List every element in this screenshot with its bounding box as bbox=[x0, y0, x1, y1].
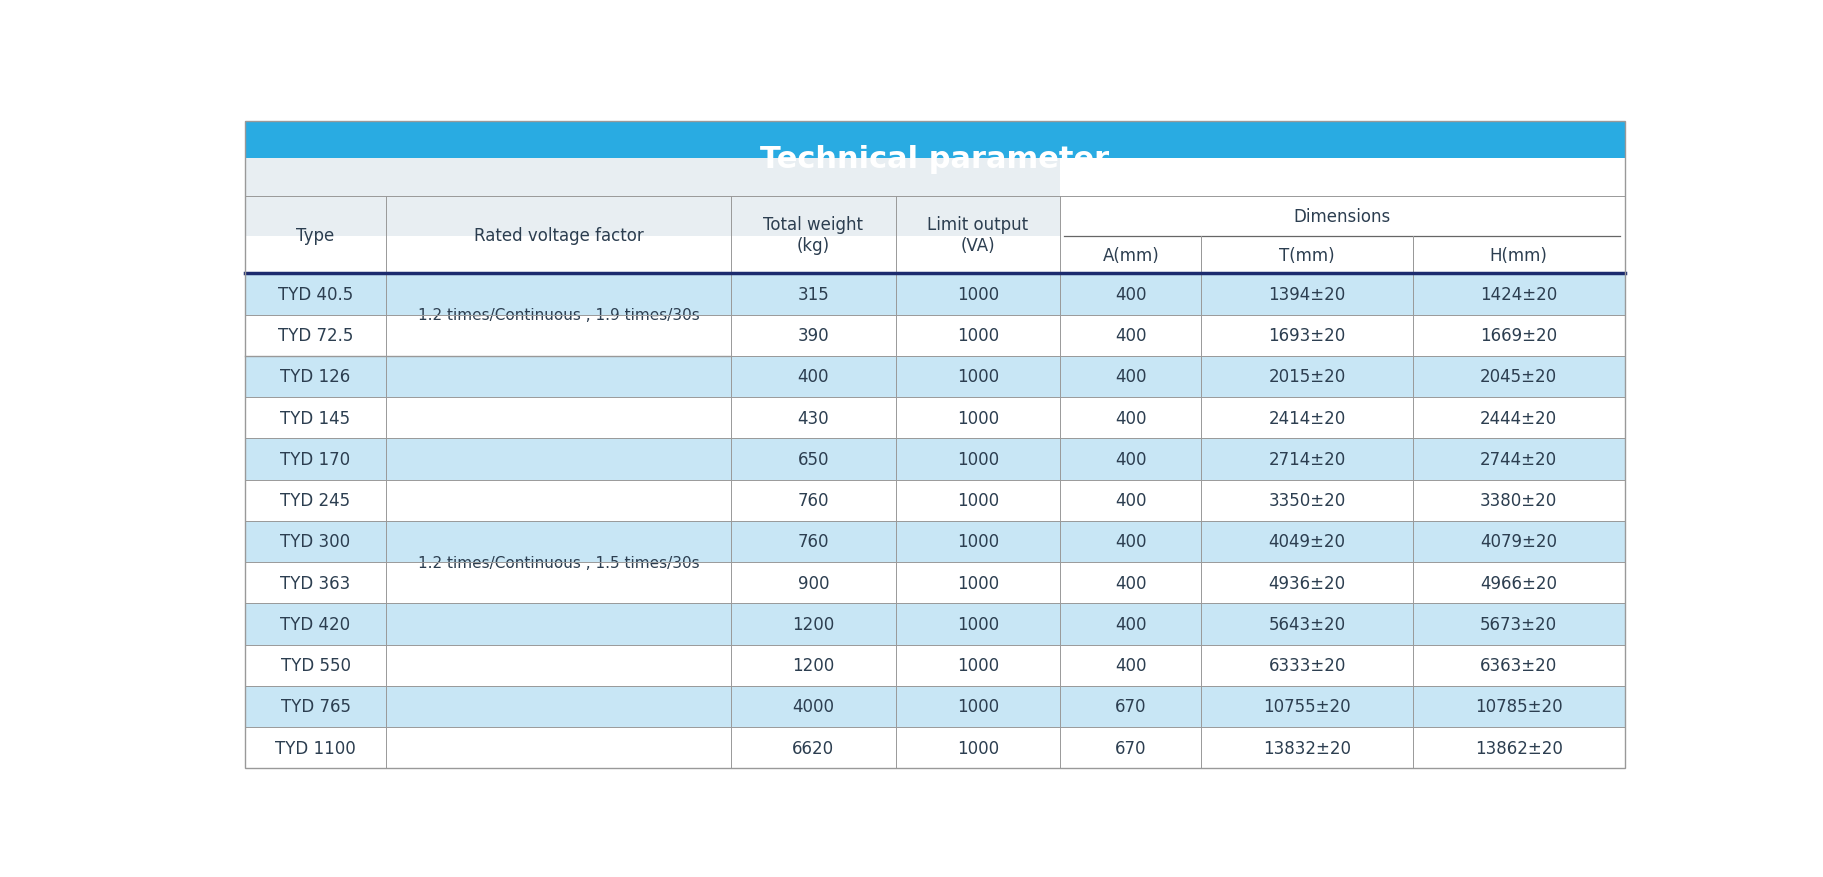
Text: TYD 126: TYD 126 bbox=[281, 368, 350, 386]
Text: 6363±20: 6363±20 bbox=[1480, 656, 1557, 674]
Text: 1000: 1000 bbox=[957, 615, 999, 633]
Text: 13832±20: 13832±20 bbox=[1263, 738, 1351, 757]
Text: T(mm): T(mm) bbox=[1278, 246, 1334, 265]
Bar bbox=[244, 122, 1624, 196]
Text: 1669±20: 1669±20 bbox=[1480, 327, 1557, 345]
Bar bbox=[244, 160, 1059, 237]
Text: 4000: 4000 bbox=[791, 697, 833, 716]
Bar bbox=[244, 274, 1624, 315]
Bar bbox=[244, 480, 1624, 521]
Bar bbox=[244, 397, 1624, 438]
Text: 1000: 1000 bbox=[957, 410, 999, 427]
Text: 400: 400 bbox=[1114, 533, 1147, 551]
Text: 2045±20: 2045±20 bbox=[1480, 368, 1557, 386]
Text: TYD 170: TYD 170 bbox=[281, 451, 350, 468]
Text: 1000: 1000 bbox=[957, 451, 999, 468]
Text: 1424±20: 1424±20 bbox=[1480, 286, 1557, 303]
Text: Dimensions: Dimensions bbox=[1293, 208, 1391, 225]
Bar bbox=[244, 521, 1624, 562]
Text: 650: 650 bbox=[797, 451, 829, 468]
Text: TYD 245: TYD 245 bbox=[281, 492, 350, 510]
Text: 6333±20: 6333±20 bbox=[1267, 656, 1345, 674]
Text: 4079±20: 4079±20 bbox=[1480, 533, 1557, 551]
Text: TYD 363: TYD 363 bbox=[281, 574, 350, 592]
Text: 10755±20: 10755±20 bbox=[1263, 697, 1351, 716]
Text: 1000: 1000 bbox=[957, 327, 999, 345]
Text: 3350±20: 3350±20 bbox=[1267, 492, 1345, 510]
Text: 400: 400 bbox=[797, 368, 829, 386]
Text: 1000: 1000 bbox=[957, 286, 999, 303]
Text: 1000: 1000 bbox=[957, 738, 999, 757]
Bar bbox=[244, 356, 1624, 397]
Text: Type: Type bbox=[295, 226, 334, 244]
Text: 670: 670 bbox=[1114, 697, 1147, 716]
Text: 3380±20: 3380±20 bbox=[1480, 492, 1557, 510]
Bar bbox=[244, 438, 1624, 480]
Text: 2744±20: 2744±20 bbox=[1480, 451, 1557, 468]
Text: 760: 760 bbox=[797, 492, 829, 510]
Text: 315: 315 bbox=[797, 286, 829, 303]
Text: 400: 400 bbox=[1114, 286, 1147, 303]
Text: 400: 400 bbox=[1114, 368, 1147, 386]
Text: Limit output
(VA): Limit output (VA) bbox=[926, 216, 1028, 254]
Text: 10785±20: 10785±20 bbox=[1475, 697, 1562, 716]
Bar bbox=[1059, 160, 1624, 237]
Text: 760: 760 bbox=[797, 533, 829, 551]
Text: 1200: 1200 bbox=[791, 656, 833, 674]
Text: 1.2 times/Continuous , 1.9 times/30s: 1.2 times/Continuous , 1.9 times/30s bbox=[417, 308, 698, 323]
Text: TYD 1100: TYD 1100 bbox=[275, 738, 355, 757]
Text: 400: 400 bbox=[1114, 574, 1147, 592]
Text: 1000: 1000 bbox=[957, 574, 999, 592]
Text: TYD 72.5: TYD 72.5 bbox=[277, 327, 354, 345]
Text: 4936±20: 4936±20 bbox=[1269, 574, 1345, 592]
Text: 1200: 1200 bbox=[791, 615, 833, 633]
Text: TYD 550: TYD 550 bbox=[281, 656, 350, 674]
Text: 2015±20: 2015±20 bbox=[1267, 368, 1345, 386]
Text: Total weight
(kg): Total weight (kg) bbox=[762, 216, 862, 254]
Text: TYD 420: TYD 420 bbox=[281, 615, 350, 633]
Text: 400: 400 bbox=[1114, 615, 1147, 633]
Bar bbox=[244, 686, 1624, 727]
Text: 2414±20: 2414±20 bbox=[1267, 410, 1345, 427]
Text: 1000: 1000 bbox=[957, 492, 999, 510]
Bar bbox=[244, 727, 1624, 768]
Bar bbox=[244, 562, 1624, 603]
Bar bbox=[244, 603, 1624, 645]
Text: 4966±20: 4966±20 bbox=[1480, 574, 1557, 592]
Text: 430: 430 bbox=[797, 410, 829, 427]
Text: 670: 670 bbox=[1114, 738, 1147, 757]
Text: 400: 400 bbox=[1114, 451, 1147, 468]
Text: A(mm): A(mm) bbox=[1101, 246, 1158, 265]
Text: 400: 400 bbox=[1114, 656, 1147, 674]
Text: TYD 145: TYD 145 bbox=[281, 410, 350, 427]
Text: 2714±20: 2714±20 bbox=[1267, 451, 1345, 468]
Text: 900: 900 bbox=[797, 574, 829, 592]
Text: 1000: 1000 bbox=[957, 656, 999, 674]
Text: 6620: 6620 bbox=[791, 738, 833, 757]
Text: 13862±20: 13862±20 bbox=[1475, 738, 1562, 757]
Text: 400: 400 bbox=[1114, 327, 1147, 345]
Text: H(mm): H(mm) bbox=[1489, 246, 1548, 265]
Text: TYD 300: TYD 300 bbox=[281, 533, 350, 551]
Text: 1000: 1000 bbox=[957, 697, 999, 716]
Bar bbox=[244, 645, 1624, 686]
Text: 1.2 times/Continuous , 1.5 times/30s: 1.2 times/Continuous , 1.5 times/30s bbox=[417, 555, 698, 570]
Text: 390: 390 bbox=[797, 327, 829, 345]
Text: Technical parameter: Technical parameter bbox=[760, 145, 1108, 174]
Text: 1000: 1000 bbox=[957, 533, 999, 551]
Text: 4049±20: 4049±20 bbox=[1269, 533, 1345, 551]
Text: 1693±20: 1693±20 bbox=[1267, 327, 1345, 345]
Text: 400: 400 bbox=[1114, 492, 1147, 510]
Text: 2444±20: 2444±20 bbox=[1480, 410, 1557, 427]
Text: 1394±20: 1394±20 bbox=[1267, 286, 1345, 303]
Text: Rated voltage factor: Rated voltage factor bbox=[474, 226, 644, 244]
Text: 5673±20: 5673±20 bbox=[1480, 615, 1557, 633]
Text: TYD 765: TYD 765 bbox=[281, 697, 350, 716]
Text: 400: 400 bbox=[1114, 410, 1147, 427]
Bar bbox=[244, 315, 1624, 356]
Text: TYD 40.5: TYD 40.5 bbox=[277, 286, 354, 303]
Text: 1000: 1000 bbox=[957, 368, 999, 386]
Text: 5643±20: 5643±20 bbox=[1269, 615, 1345, 633]
